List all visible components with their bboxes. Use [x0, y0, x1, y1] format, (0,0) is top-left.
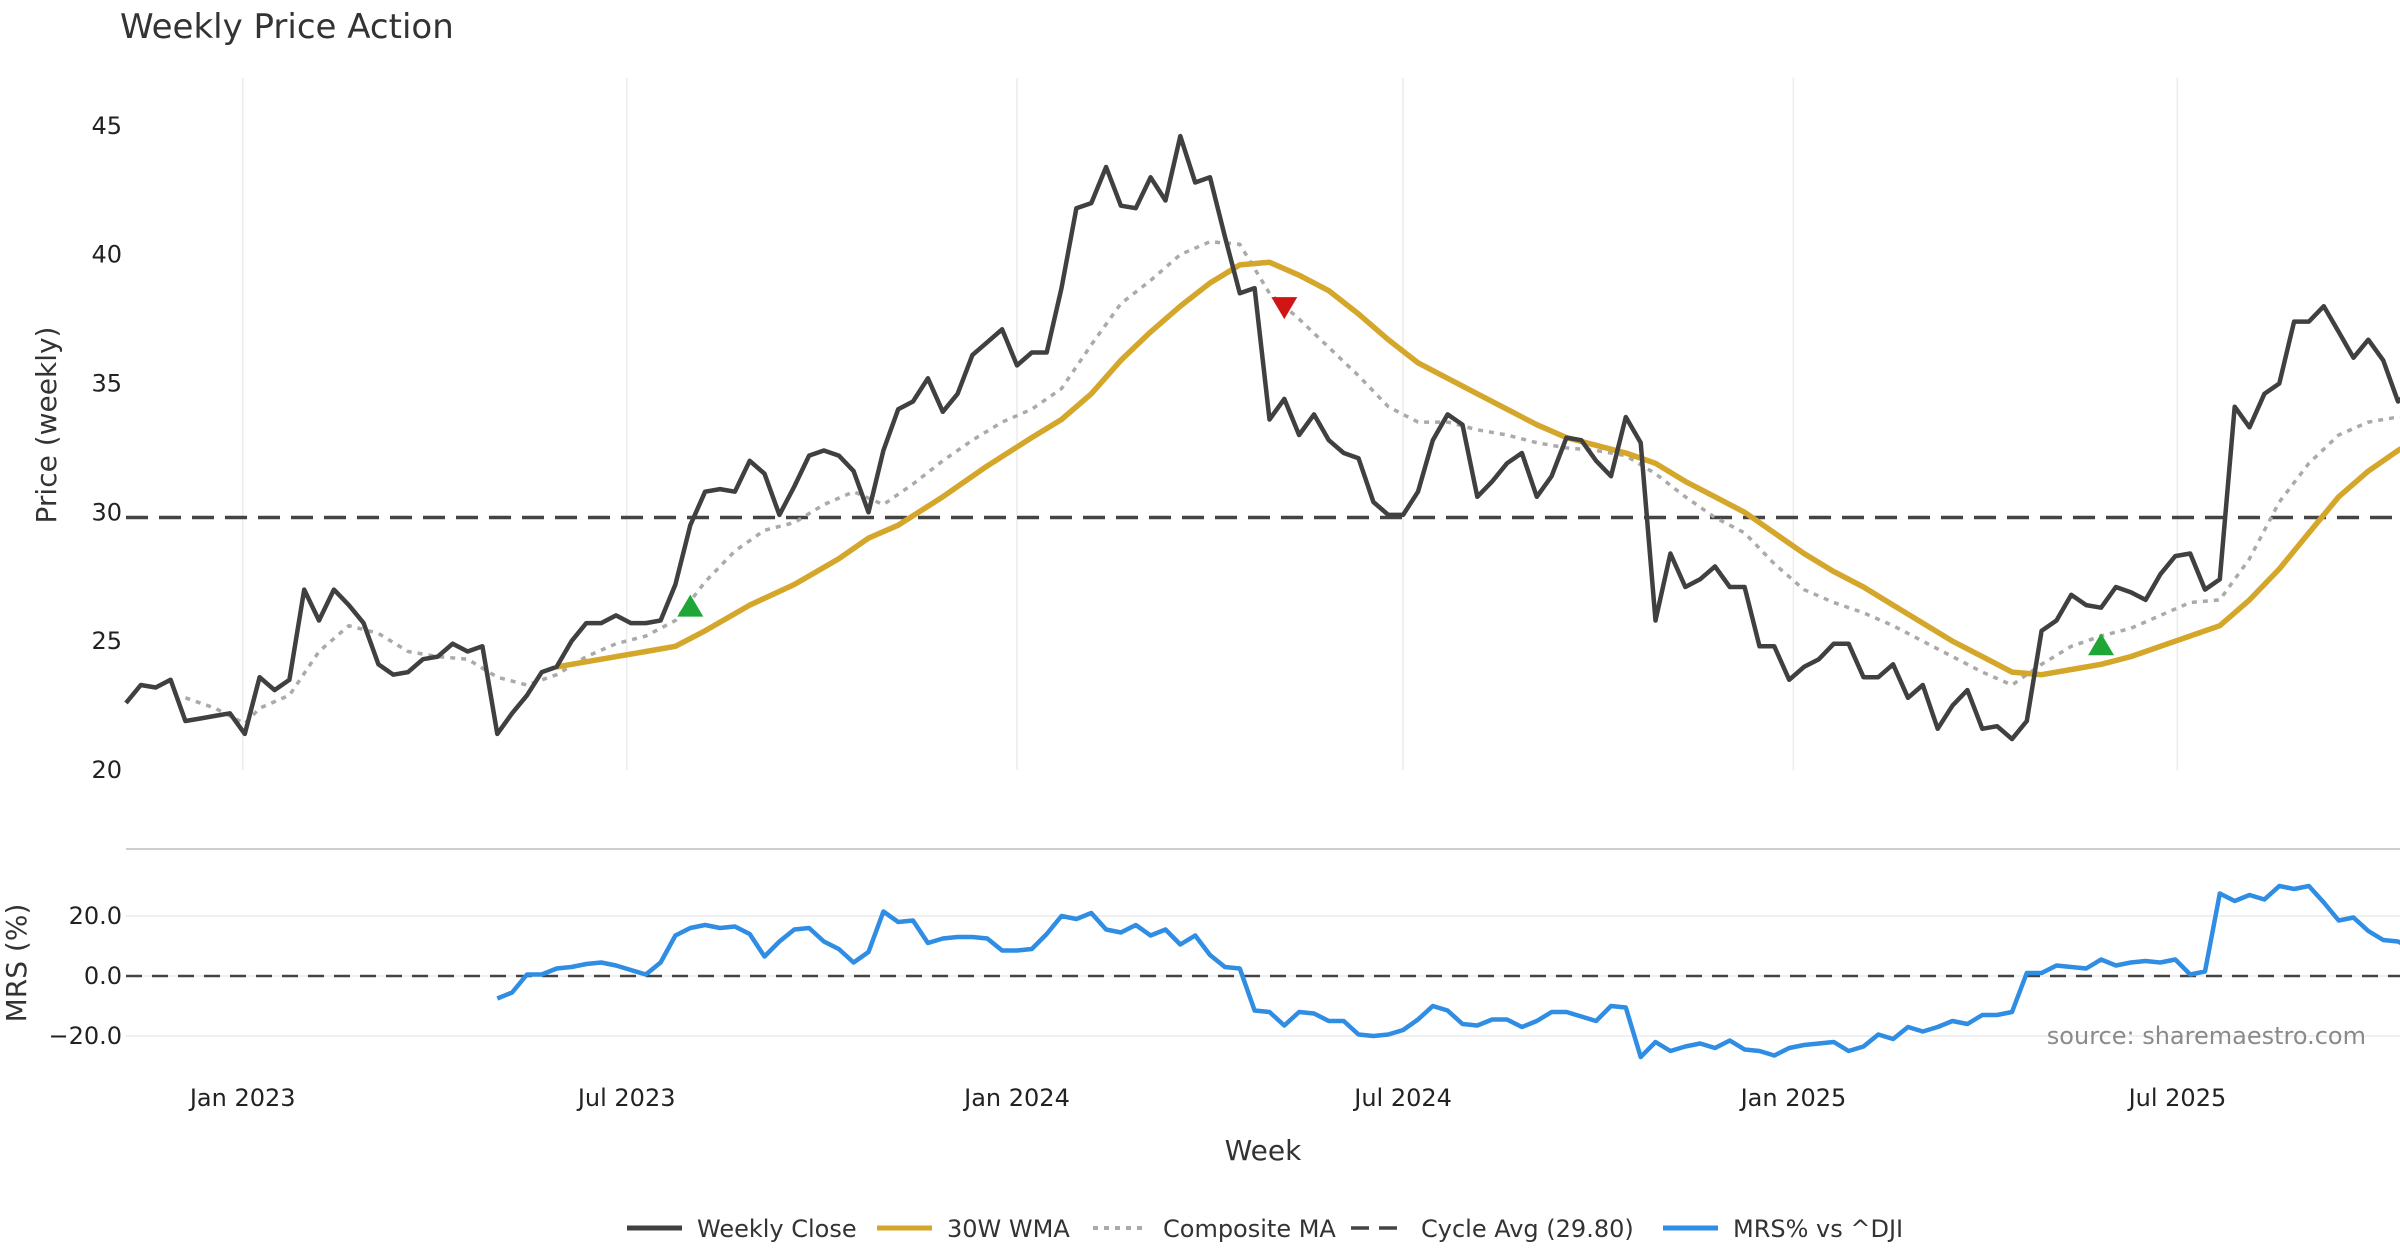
- signal-markers: [677, 297, 2115, 656]
- price-y-tick-label: 25: [91, 627, 122, 655]
- legend: Weekly Close 30W WMA Composite MA Cycle Avg…: [627, 1215, 1903, 1243]
- x-tick-label: Jul 2025: [2127, 1084, 2227, 1112]
- mrs-series-line: [496, 883, 2400, 1060]
- price-y-axis-label: Price (weekly): [30, 327, 63, 524]
- x-axis-ticks: Jan 2023 Jul 2023 Jan 2024 Jul 2024 Jan 2025…: [188, 1084, 2226, 1112]
- price-y-tick-label: 30: [91, 498, 122, 526]
- x-tick-label: Jan 2025: [1739, 1084, 1847, 1112]
- legend-label-composite: Composite MA: [1163, 1215, 1336, 1243]
- price-y-ticks: 20 25 30 35 40 45: [91, 112, 122, 784]
- price-y-tick-label: 20: [91, 756, 122, 784]
- legend-label-mrs: MRS% vs ^DJI: [1733, 1215, 1903, 1243]
- x-tick-label: Jan 2024: [962, 1084, 1070, 1112]
- mrs-y-tick-label: −20.0: [48, 1022, 122, 1050]
- x-axis-label: Week: [1225, 1134, 1302, 1167]
- price-y-tick-label: 35: [91, 369, 122, 397]
- source-label: source: sharemaestro.com: [2047, 1022, 2366, 1050]
- legend-label-cycle: Cycle Avg (29.80): [1421, 1215, 1634, 1243]
- composite-ma-series-line: [184, 239, 2400, 726]
- mrs-y-axis-label: MRS (%): [0, 904, 33, 1023]
- price-y-tick-label: 45: [91, 112, 122, 140]
- x-tick-label: Jul 2023: [576, 1084, 676, 1112]
- legend-label-wma: 30W WMA: [947, 1215, 1070, 1243]
- sell-signal-marker: [1271, 297, 1298, 320]
- mrs-y-tick-label: 0.0: [84, 962, 122, 990]
- weekly-close-series-line: [124, 133, 2400, 742]
- legend-label-close: Weekly Close: [697, 1215, 857, 1243]
- x-tick-label: Jul 2024: [1352, 1084, 1452, 1112]
- buy-signal-marker: [677, 594, 704, 617]
- chart-title: Weekly Price Action: [120, 7, 454, 47]
- mrs-y-tick-label: 20.0: [69, 902, 122, 930]
- x-tick-label: Jan 2023: [188, 1084, 296, 1112]
- wma-30-series-line: [556, 259, 2400, 678]
- buy-signal-marker: [2088, 633, 2115, 656]
- mrs-y-ticks: 20.0 0.0 −20.0: [48, 902, 122, 1050]
- price-panel-grid: [241, 78, 2179, 770]
- price-y-tick-label: 40: [91, 241, 122, 269]
